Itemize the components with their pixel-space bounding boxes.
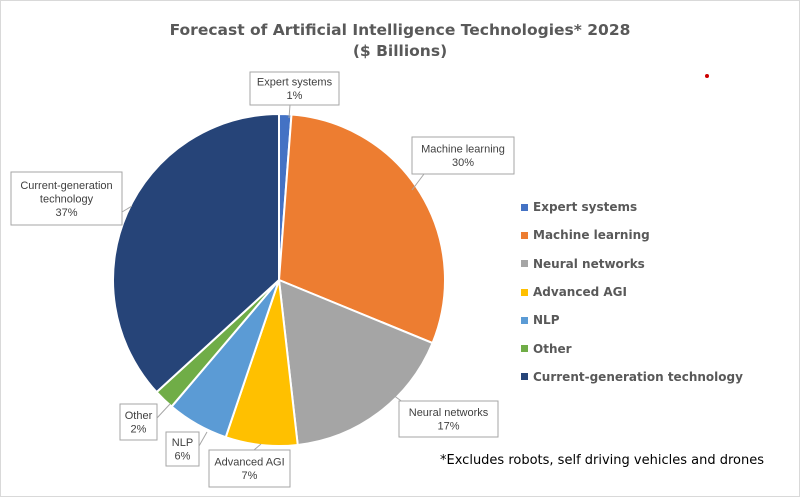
data-label-nlp: NLP 6% <box>172 437 193 463</box>
legend-item-machine-learning: Machine learning <box>521 221 743 249</box>
callout-leader-line <box>411 173 425 191</box>
callout-box <box>208 449 291 488</box>
data-label-name: technology <box>40 193 94 205</box>
legend-swatch <box>521 203 528 211</box>
data-label-neural-networks: Neural networks 17% <box>409 407 489 433</box>
legend-swatch <box>521 231 528 239</box>
callout-leader-line <box>288 104 291 119</box>
legend-swatch <box>521 373 528 381</box>
callout-box <box>10 171 123 226</box>
legend-label: Machine learning <box>533 228 650 243</box>
data-label-percent: 37% <box>55 207 77 219</box>
legend-item-advanced-agi: Advanced AGI <box>521 278 743 306</box>
legend-label: Expert systems <box>533 200 638 215</box>
data-label-name: Expert systems <box>257 77 333 89</box>
legend-label: Neural networks <box>533 256 645 271</box>
legend-swatch <box>521 345 528 353</box>
data-label-other: Other 2% <box>125 410 153 436</box>
data-label-percent: 30% <box>452 157 474 169</box>
legend-label: NLP <box>533 313 560 328</box>
chart-title-line-1: Forecast of Artificial Intelligence Tech… <box>169 21 631 39</box>
data-label-advanced-agi: Advanced AGI 7% <box>214 457 284 483</box>
legend-label: Other <box>533 341 572 356</box>
callout-box <box>119 403 158 441</box>
data-label-name: Advanced AGI <box>214 457 284 469</box>
pie-slice-machine-learning <box>277 113 446 345</box>
data-label-percent: 7% <box>242 470 258 482</box>
legend-item-other: Other <box>521 334 743 362</box>
data-label-name: Neural networks <box>409 407 489 419</box>
legend-item-current-generation-technology: Current-generation technology <box>521 363 743 391</box>
data-label-percent: 1% <box>287 90 303 102</box>
data-label-name: Machine learning <box>421 144 505 156</box>
callout-box <box>165 431 200 467</box>
legend-label: Advanced AGI <box>533 285 627 300</box>
red-dot-mark <box>705 74 709 78</box>
legend-item-expert-systems: Expert systems <box>521 193 743 221</box>
data-label-name: Other <box>125 410 153 422</box>
legend-item-neural-networks: Neural networks <box>521 250 743 278</box>
data-label-machine-learning: Machine learning 30% <box>421 144 505 170</box>
callout-box <box>411 136 515 175</box>
callout-leader-line <box>253 443 262 451</box>
chart-title-line-2: ($ Billions) <box>352 42 448 60</box>
data-label-percent: 6% <box>175 451 191 463</box>
chart-legend: Expert systems Machine learning Neural n… <box>521 193 743 391</box>
callout-box <box>249 71 340 106</box>
legend-swatch <box>521 316 528 324</box>
chart-footnote: *Excludes robots, self driving vehicles … <box>440 453 764 468</box>
callout-leader-line <box>156 403 171 419</box>
legend-swatch <box>521 288 528 296</box>
legend-label: Current-generation technology <box>533 369 743 384</box>
chart-title: Forecast of Artificial Intelligence Tech… <box>0 20 800 62</box>
legend-item-nlp: NLP <box>521 306 743 334</box>
pie-slice-neural-networks <box>277 278 434 447</box>
data-label-name: Current-generation <box>20 180 112 192</box>
data-label-expert-systems: Expert systems 1% <box>257 77 333 103</box>
callout-leader-line <box>198 431 208 447</box>
data-label-percent: 17% <box>437 421 459 433</box>
callout-box <box>398 400 499 438</box>
data-label-name: NLP <box>172 437 193 449</box>
callout-leader-line <box>121 205 133 213</box>
legend-swatch <box>521 260 528 268</box>
pie-slice-current-generation-technology <box>112 112 280 394</box>
data-label-current-generation-technology: Current-generation technology 37% <box>20 180 112 219</box>
data-label-percent: 2% <box>131 424 147 436</box>
